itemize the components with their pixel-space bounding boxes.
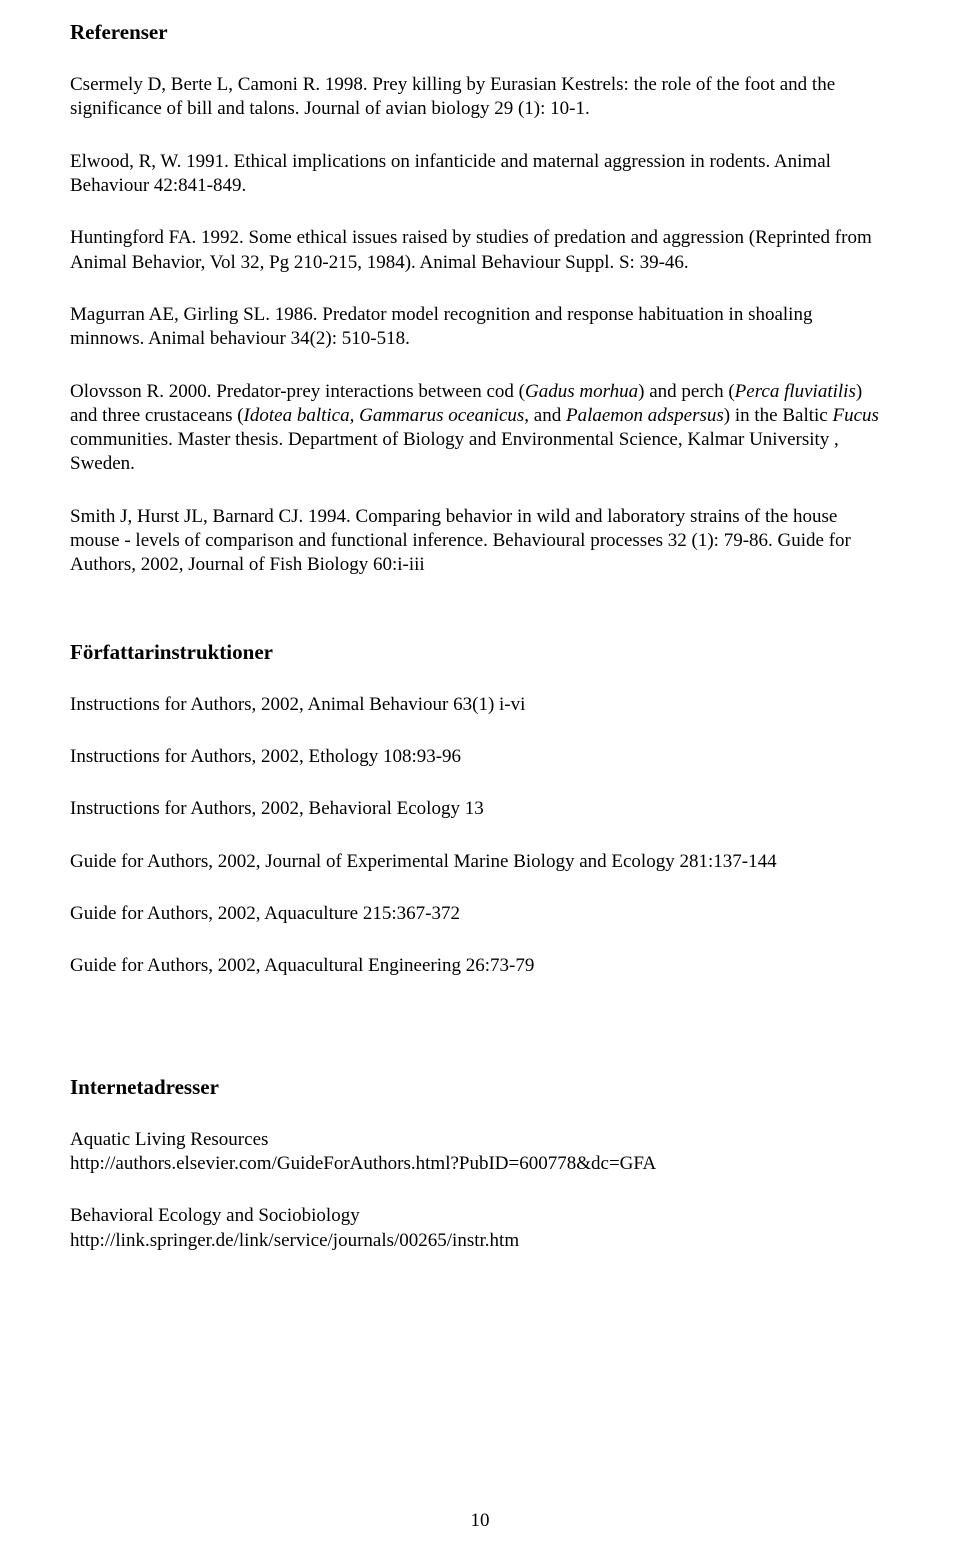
instruction-item: Instructions for Authors, 2002, Animal B… — [70, 693, 890, 717]
resource-url: http://authors.elsevier.com/GuideForAuth… — [70, 1153, 656, 1174]
reference-item: Huntingford FA. 1992. Some ethical issue… — [70, 226, 890, 275]
resource-url: http://link.springer.de/link/service/jou… — [70, 1230, 519, 1251]
reference-item: Elwood, R, W. 1991. Ethical implications… — [70, 150, 890, 199]
ref-text: ) in the Baltic — [724, 405, 833, 426]
ref-italic: Idotea baltica, Gammarus oceanicus — [244, 405, 525, 426]
reference-item: Magurran AE, Girling SL. 1986. Predator … — [70, 303, 890, 352]
reference-item: Olovsson R. 2000. Predator-prey interact… — [70, 380, 890, 477]
ref-text: Olovsson R. 2000. Predator-prey interact… — [70, 381, 525, 402]
ref-text: ) and perch ( — [638, 381, 735, 402]
ref-text: communities. Master thesis. Department o… — [70, 429, 839, 474]
instruction-item: Guide for Authors, 2002, Aquaculture 215… — [70, 902, 890, 926]
author-instructions-heading: Författarinstruktioner — [70, 640, 890, 665]
page-number: 10 — [0, 1510, 960, 1532]
instruction-item: Instructions for Authors, 2002, Behavior… — [70, 797, 890, 821]
internet-addresses-heading: Internetadresser — [70, 1075, 890, 1100]
reference-item: Csermely D, Berte L, Camoni R. 1998. Pre… — [70, 73, 890, 122]
references-heading: Referenser — [70, 20, 890, 45]
internet-address-item: Behavioral Ecology and Sociobiology http… — [70, 1204, 890, 1253]
ref-italic: Gadus morhua — [525, 381, 638, 402]
instruction-item: Instructions for Authors, 2002, Ethology… — [70, 745, 890, 769]
ref-italic: Palaemon adspersus — [566, 405, 724, 426]
ref-italic: Perca fluviatilis — [735, 381, 856, 402]
instruction-item: Guide for Authors, 2002, Aquacultural En… — [70, 954, 890, 978]
ref-text: , and — [524, 405, 566, 426]
resource-title: Behavioral Ecology and Sociobiology — [70, 1205, 360, 1226]
ref-italic: Fucus — [832, 405, 878, 426]
reference-item: Smith J, Hurst JL, Barnard CJ. 1994. Com… — [70, 505, 890, 578]
internet-address-item: Aquatic Living Resources http://authors.… — [70, 1128, 890, 1177]
resource-title: Aquatic Living Resources — [70, 1129, 268, 1150]
document-page: Referenser Csermely D, Berte L, Camoni R… — [0, 0, 960, 1550]
instruction-item: Guide for Authors, 2002, Journal of Expe… — [70, 850, 890, 874]
